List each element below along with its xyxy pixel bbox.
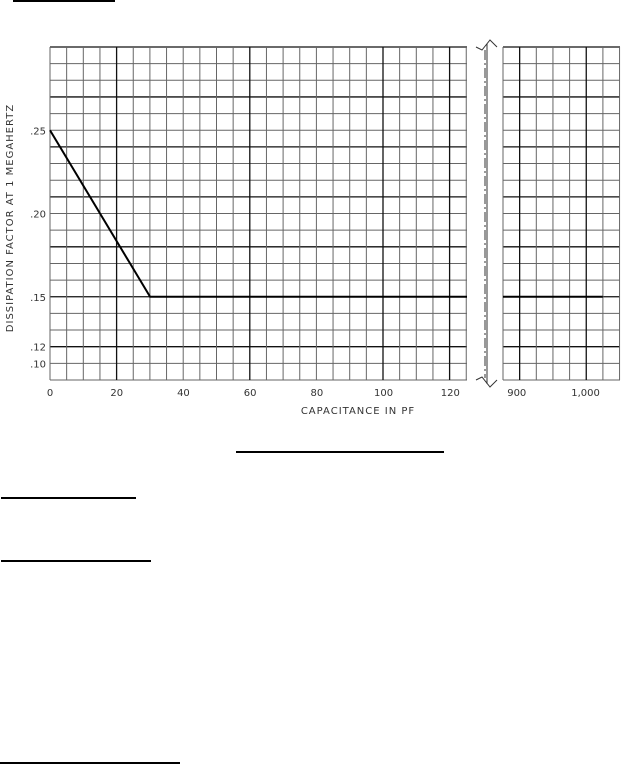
x-tick-label: 60 — [244, 388, 257, 399]
x-tick-label: 900 — [507, 388, 526, 399]
y-tick-label: .10 — [30, 359, 46, 370]
series-line — [49, 129, 467, 298]
section-underline — [1, 497, 136, 499]
y-tick-label: .25 — [30, 126, 46, 137]
x-tick-label: 120 — [441, 388, 460, 399]
x-tick-label: 1,000 — [571, 388, 600, 399]
y-tick-label: .12 — [30, 343, 46, 354]
y-tick-label: .20 — [30, 210, 46, 221]
axis-break-mark — [475, 39, 498, 388]
figure-caption-underline — [236, 451, 444, 453]
break-wave-top — [475, 39, 498, 51]
section-underline — [0, 762, 180, 764]
x-tick-label: 100 — [374, 388, 393, 399]
break-wave-bottom — [475, 376, 498, 388]
x-tick-label: 40 — [177, 388, 190, 399]
y-axis-label: DISSIPATION FACTOR AT 1 MEGAHERTZ — [5, 104, 16, 332]
x-tick-label: 20 — [110, 388, 123, 399]
section-underline — [1, 560, 151, 562]
x-axis-label: CAPACITANCE IN PF — [301, 406, 415, 417]
heading-underline — [13, 0, 115, 2]
y-tick-label: .15 — [30, 293, 46, 304]
x-tick-label: 0 — [47, 388, 53, 399]
x-tick-label: 80 — [311, 388, 324, 399]
dissipation-factor-chart: 0 20 40 60 80 100 120 900 1,000 .25 .20 .15 .12 .10 C… — [5, 39, 621, 417]
